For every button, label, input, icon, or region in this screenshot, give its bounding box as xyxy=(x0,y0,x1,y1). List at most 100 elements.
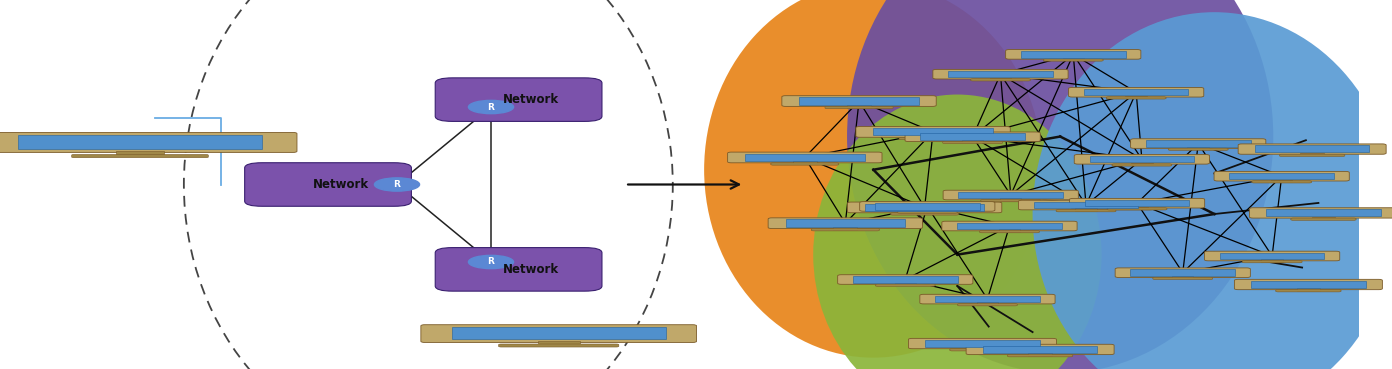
FancyBboxPatch shape xyxy=(1251,281,1366,288)
FancyBboxPatch shape xyxy=(768,218,923,228)
FancyBboxPatch shape xyxy=(420,325,696,342)
FancyBboxPatch shape xyxy=(1044,59,1104,61)
FancyBboxPatch shape xyxy=(1130,269,1235,276)
FancyBboxPatch shape xyxy=(913,211,937,214)
FancyBboxPatch shape xyxy=(920,294,1055,304)
Text: Network: Network xyxy=(313,178,369,191)
Text: R: R xyxy=(394,180,401,189)
FancyBboxPatch shape xyxy=(1235,279,1382,290)
FancyBboxPatch shape xyxy=(18,135,262,149)
FancyBboxPatch shape xyxy=(1020,51,1126,58)
FancyBboxPatch shape xyxy=(1126,96,1147,98)
FancyBboxPatch shape xyxy=(1112,164,1172,166)
FancyBboxPatch shape xyxy=(1242,261,1302,263)
FancyBboxPatch shape xyxy=(785,219,905,227)
FancyBboxPatch shape xyxy=(933,69,1068,79)
FancyBboxPatch shape xyxy=(1219,252,1324,259)
FancyBboxPatch shape xyxy=(1008,355,1073,357)
FancyBboxPatch shape xyxy=(980,231,1040,233)
FancyBboxPatch shape xyxy=(926,340,1040,347)
FancyBboxPatch shape xyxy=(962,140,983,142)
FancyBboxPatch shape xyxy=(899,137,967,139)
Text: R: R xyxy=(487,258,494,266)
FancyBboxPatch shape xyxy=(1069,199,1204,208)
FancyBboxPatch shape xyxy=(1034,201,1139,208)
FancyBboxPatch shape xyxy=(1187,147,1208,149)
FancyBboxPatch shape xyxy=(966,344,1114,355)
FancyBboxPatch shape xyxy=(1229,173,1334,179)
FancyBboxPatch shape xyxy=(1019,200,1154,210)
FancyBboxPatch shape xyxy=(999,230,1020,232)
FancyBboxPatch shape xyxy=(1115,268,1250,277)
FancyBboxPatch shape xyxy=(948,71,1052,77)
FancyBboxPatch shape xyxy=(1069,87,1204,97)
FancyBboxPatch shape xyxy=(451,327,665,339)
FancyBboxPatch shape xyxy=(981,200,1041,202)
FancyBboxPatch shape xyxy=(905,132,1040,142)
FancyBboxPatch shape xyxy=(1261,259,1283,262)
FancyBboxPatch shape xyxy=(1254,145,1370,152)
FancyBboxPatch shape xyxy=(792,161,817,164)
FancyBboxPatch shape xyxy=(873,128,992,135)
FancyBboxPatch shape xyxy=(1251,181,1311,183)
FancyBboxPatch shape xyxy=(959,192,1063,198)
Circle shape xyxy=(469,100,514,114)
FancyBboxPatch shape xyxy=(942,141,1002,144)
FancyBboxPatch shape xyxy=(1297,288,1320,291)
FancyBboxPatch shape xyxy=(834,227,857,230)
FancyBboxPatch shape xyxy=(856,127,1011,137)
FancyBboxPatch shape xyxy=(1132,163,1153,165)
FancyBboxPatch shape xyxy=(0,132,296,152)
FancyBboxPatch shape xyxy=(1062,58,1084,60)
FancyBboxPatch shape xyxy=(436,248,601,291)
FancyBboxPatch shape xyxy=(436,78,601,121)
FancyBboxPatch shape xyxy=(799,97,919,104)
FancyBboxPatch shape xyxy=(1214,172,1349,181)
FancyBboxPatch shape xyxy=(853,276,958,283)
FancyBboxPatch shape xyxy=(848,202,1002,213)
FancyBboxPatch shape xyxy=(728,152,883,163)
FancyBboxPatch shape xyxy=(898,211,958,213)
FancyBboxPatch shape xyxy=(895,283,916,285)
FancyBboxPatch shape xyxy=(864,204,984,211)
FancyBboxPatch shape xyxy=(891,213,959,215)
FancyBboxPatch shape xyxy=(1029,353,1052,356)
FancyBboxPatch shape xyxy=(771,163,839,165)
FancyBboxPatch shape xyxy=(1090,156,1194,162)
FancyBboxPatch shape xyxy=(922,136,945,138)
Ellipse shape xyxy=(848,0,1274,369)
FancyBboxPatch shape xyxy=(1275,290,1340,292)
FancyBboxPatch shape xyxy=(977,303,998,305)
FancyBboxPatch shape xyxy=(1107,97,1166,99)
Ellipse shape xyxy=(704,0,1043,358)
FancyBboxPatch shape xyxy=(1168,148,1228,150)
FancyBboxPatch shape xyxy=(245,163,412,206)
FancyBboxPatch shape xyxy=(1084,89,1189,96)
FancyBboxPatch shape xyxy=(876,284,935,286)
FancyBboxPatch shape xyxy=(116,151,164,156)
FancyBboxPatch shape xyxy=(1084,200,1189,206)
FancyBboxPatch shape xyxy=(1057,210,1116,212)
FancyBboxPatch shape xyxy=(970,79,1030,81)
FancyBboxPatch shape xyxy=(920,133,1025,140)
Circle shape xyxy=(469,255,514,269)
FancyBboxPatch shape xyxy=(1076,208,1097,211)
FancyBboxPatch shape xyxy=(1237,144,1386,154)
FancyBboxPatch shape xyxy=(1146,140,1250,147)
FancyBboxPatch shape xyxy=(1075,155,1210,164)
FancyBboxPatch shape xyxy=(1300,153,1324,155)
FancyBboxPatch shape xyxy=(838,275,973,284)
FancyBboxPatch shape xyxy=(1172,276,1193,278)
Text: R: R xyxy=(487,103,494,111)
Text: Network: Network xyxy=(503,93,560,106)
FancyBboxPatch shape xyxy=(498,344,619,347)
FancyBboxPatch shape xyxy=(1279,154,1345,156)
FancyBboxPatch shape xyxy=(949,349,1015,351)
FancyBboxPatch shape xyxy=(935,296,1040,302)
FancyBboxPatch shape xyxy=(1311,217,1335,219)
FancyBboxPatch shape xyxy=(990,77,1011,80)
FancyBboxPatch shape xyxy=(1130,139,1265,148)
FancyBboxPatch shape xyxy=(1126,207,1148,209)
FancyBboxPatch shape xyxy=(825,106,894,109)
FancyBboxPatch shape xyxy=(909,338,1057,349)
